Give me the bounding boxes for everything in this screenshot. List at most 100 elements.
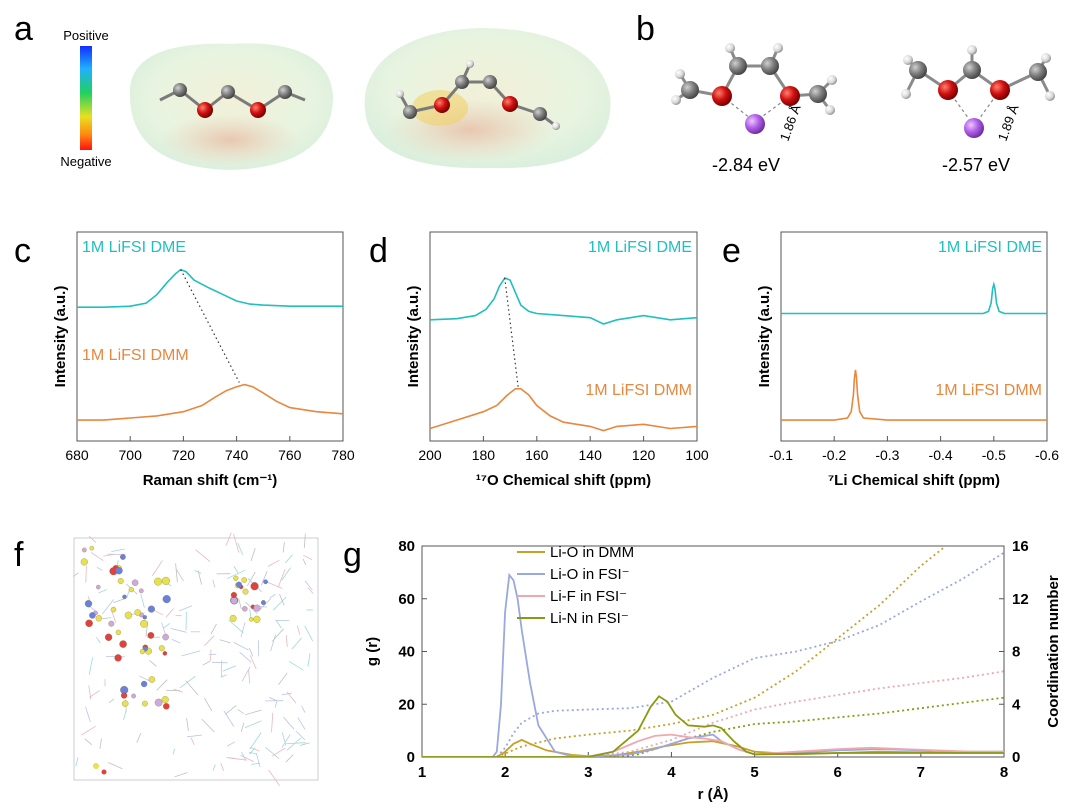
x-tick-label: 120: [632, 447, 656, 463]
rdf-line: [422, 572, 1004, 757]
md-bond: [88, 657, 93, 675]
x-tick-label: -0.3: [875, 447, 899, 463]
y2-axis-label: Coordination number: [1045, 575, 1062, 728]
md-bond: [195, 549, 211, 563]
md-bond: [304, 580, 313, 591]
md-bond: [256, 753, 261, 768]
md-bond: [81, 725, 96, 736]
md-atom: [162, 595, 171, 604]
md-bond: [178, 605, 193, 612]
md-bond: [222, 665, 236, 672]
md-bond: [194, 570, 202, 574]
md-atom: [140, 680, 148, 688]
md-atom: [253, 604, 261, 612]
md-bond: [204, 635, 215, 646]
md-atom: [253, 615, 261, 623]
colorbar-positive-label: Positive: [63, 28, 109, 43]
md-bond: [181, 650, 201, 657]
panel-label-c: c: [14, 232, 31, 270]
md-bond: [185, 680, 199, 696]
y2-tick-label: 8: [1012, 644, 1020, 661]
plot-area: [422, 546, 1004, 757]
md-bond: [278, 568, 286, 587]
md-atom: [120, 554, 126, 560]
chart-7li-nmr: -0.1 -0.2 -0.3 -0.4 -0.5 -0.6 ⁷Li Chemical shi…: [756, 231, 1059, 489]
md-bond: [210, 649, 212, 661]
md-atom: [95, 615, 102, 622]
md-bond: [85, 706, 91, 723]
md-bond: [108, 698, 115, 704]
coordination-line: [422, 551, 1004, 757]
md-bond: [238, 598, 242, 609]
x-axis-label: Raman shift (cm⁻¹): [143, 472, 278, 489]
esp-map-dme: [129, 43, 334, 170]
md-bond: [102, 599, 115, 615]
md-bond: [302, 558, 307, 566]
md-bond: [267, 559, 280, 567]
md-bond: [248, 647, 254, 657]
md-li-clusters: [80, 545, 268, 775]
md-bond: [225, 532, 232, 546]
md-atom: [148, 676, 156, 683]
md-atom: [114, 654, 122, 662]
md-atom: [250, 582, 259, 591]
md-atom: [117, 578, 124, 584]
md-bond: [274, 701, 278, 708]
md-bond: [269, 697, 278, 702]
x-tick-label: -0.4: [929, 447, 953, 463]
x-tick-label: 780: [331, 447, 355, 463]
panel-label-d: d: [369, 232, 388, 270]
md-bond: [210, 623, 217, 635]
li-dmm-complex: 1.89 Å -2.57 eV: [901, 45, 1055, 175]
x-axis-label: ⁷Li Chemical shift (ppm): [828, 472, 1000, 489]
md-bond: [149, 659, 157, 667]
y2-tick-label: 12: [1012, 591, 1029, 608]
md-bond: [307, 653, 311, 667]
md-atom: [142, 615, 147, 620]
md-bond: [296, 625, 301, 635]
md-bond: [249, 747, 260, 752]
md-atom: [163, 703, 170, 710]
x-tick-label: -0.6: [1035, 447, 1059, 463]
md-bond: [286, 737, 302, 751]
md-atom: [162, 633, 169, 641]
series-line: [77, 383, 344, 421]
md-bond: [176, 569, 184, 582]
md-bond: [202, 660, 211, 666]
md-bond: [250, 547, 256, 562]
md-bond: [244, 720, 262, 729]
md-bond: [201, 718, 215, 733]
md-bond: [102, 617, 112, 620]
md-bond: [303, 554, 313, 561]
md-bond: [220, 674, 227, 678]
colorbar-negative-label: Negative: [60, 154, 111, 169]
md-bond: [279, 594, 285, 606]
x-tick-label: 180: [472, 447, 496, 463]
md-bond: [295, 730, 306, 741]
md-bond: [267, 581, 283, 589]
md-bond: [90, 552, 104, 561]
md-solvent-network: [73, 532, 314, 786]
md-bond: [281, 692, 292, 696]
md-atom: [131, 579, 139, 586]
md-atom: [115, 567, 123, 575]
legend-label: Li-O in DMM: [550, 544, 634, 561]
x-axis-label: ¹⁷O Chemical shift (ppm): [476, 472, 651, 489]
x-tick-label: -0.5: [982, 447, 1006, 463]
md-bond: [85, 565, 87, 583]
series-label: 1M LiFSI DME: [82, 239, 186, 256]
md-bond: [175, 563, 178, 583]
md-atom: [96, 584, 101, 590]
series-label: 1M LiFSI DME: [588, 239, 692, 256]
md-bond: [111, 548, 125, 552]
y-axis-label: Intensity (a.u.): [756, 286, 773, 388]
md-bond: [271, 747, 286, 757]
md-bond: [223, 710, 235, 727]
x-tick-label: 5: [750, 764, 758, 781]
md-atom: [139, 649, 145, 655]
x-tick-label: 760: [278, 447, 302, 463]
x-tick-label: 200: [418, 447, 442, 463]
y2-tick-label: 16: [1012, 538, 1029, 555]
